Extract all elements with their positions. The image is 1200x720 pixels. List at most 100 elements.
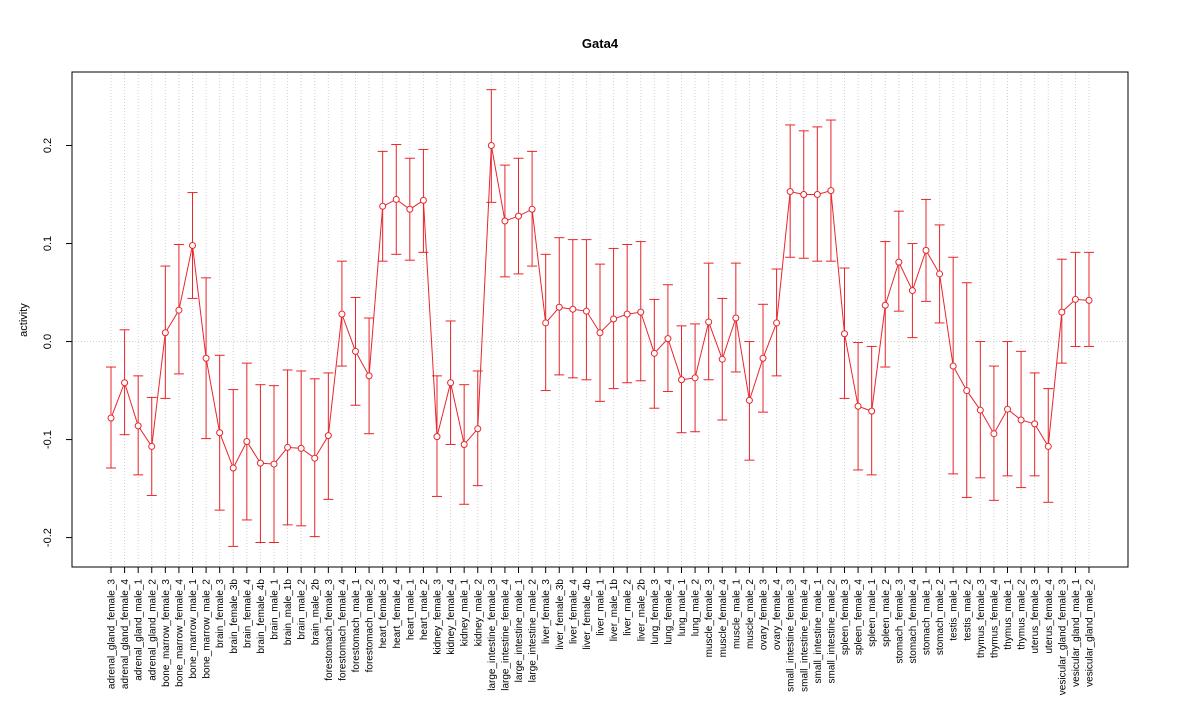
x-tick-label: ovary_female_3 (759, 579, 770, 651)
x-tick-label: muscle_female_3 (704, 579, 715, 658)
data-point (895, 258, 903, 266)
x-tick-label: forestomach_male_2 (365, 579, 376, 673)
x-tick-label: spleen_male_1 (867, 579, 878, 647)
data-point (678, 376, 685, 384)
data-point (161, 329, 169, 337)
x-tick-label: adrenal_gland_male_2 (147, 579, 158, 681)
x-tick-label: brain_female_3b (229, 579, 240, 654)
x-tick-label: uterus_female_4 (1044, 579, 1055, 654)
x-tick-label: large_intestine_male_1 (514, 579, 525, 683)
data-point (1071, 295, 1079, 303)
x-tick-label: spleen_female_4 (854, 579, 865, 656)
data-point (773, 319, 781, 327)
x-tick-label: thymus_female_3 (976, 579, 987, 658)
x-tick-label: vesicular_gland_male_1 (1071, 579, 1082, 687)
data-point (610, 315, 618, 323)
data-point (433, 433, 441, 441)
data-point (1058, 308, 1066, 316)
x-tick-label: spleen_male_2 (881, 579, 892, 647)
data-point (175, 306, 183, 314)
data-point (569, 305, 577, 313)
data-point (881, 301, 889, 309)
x-tick-label: vesicular_gland_female_3 (1057, 579, 1068, 696)
x-tick-label: heart_male_1 (405, 579, 416, 641)
data-point (623, 310, 631, 318)
data-point (107, 414, 115, 422)
x-tick-label: lung_male_1 (677, 579, 688, 637)
y-tick-label: 0.0 (42, 334, 54, 349)
x-tick-label: lung_female_4 (663, 579, 674, 645)
x-tick-label: stomach_female_3 (894, 579, 905, 664)
x-tick-label: spleen_female_3 (840, 579, 851, 656)
data-point (650, 349, 658, 357)
x-tick-label: muscle_male_1 (731, 579, 742, 649)
data-point (515, 212, 522, 220)
x-tick-label: heart_male_2 (419, 579, 430, 641)
x-tick-label: large_intestine_female_4 (500, 579, 511, 691)
data-point (392, 195, 400, 203)
x-axis: adrenal_gland_female_3 adrenal_gland_fema… (107, 567, 1096, 695)
x-tick-label: small_intestine_male_1 (813, 579, 824, 684)
y-tick-label: -0.2 (42, 528, 54, 547)
data-point (854, 402, 862, 410)
data-point (365, 372, 373, 380)
x-tick-label: kidney_male_1 (460, 579, 471, 647)
data-point (460, 440, 468, 448)
x-tick-label: bone_marrow_male_1 (188, 579, 199, 679)
data-point (229, 464, 237, 472)
x-tick-label: kidney_female_3 (433, 579, 444, 655)
x-tick-label: liver_female_3 (541, 579, 552, 644)
x-tick-label: liver_male_2 (623, 579, 634, 636)
x-tick-label: forestomach_female_4 (337, 579, 348, 681)
data-point (148, 442, 156, 450)
data-point (868, 407, 876, 415)
x-tick-label: muscle_female_4 (718, 579, 729, 658)
data-point (297, 444, 305, 452)
data-point (691, 374, 699, 382)
data-point (474, 425, 482, 433)
x-tick-label: brain_male_1 (270, 579, 281, 640)
data-point (759, 354, 767, 362)
y-tick-label: 0.1 (42, 236, 54, 251)
data-point (311, 454, 319, 462)
data-point (189, 241, 196, 249)
data-point (1017, 416, 1025, 424)
data-point (270, 460, 278, 468)
x-tick-label: liver_male_1 (596, 579, 607, 636)
data-point (1085, 296, 1093, 304)
data-point (582, 307, 590, 315)
data-point (990, 430, 998, 438)
x-tick-label: small_intestine_male_2 (826, 579, 837, 684)
x-tick-label: bone_marrow_female_4 (174, 579, 185, 687)
x-tick-label: heart_female_4 (392, 579, 403, 649)
x-tick-label: brain_female_3 (215, 579, 226, 648)
x-tick-label: brain_male_2b (310, 579, 321, 646)
data-point (841, 330, 848, 338)
x-tick-label: large_intestine_female_3 (487, 579, 498, 691)
y-axis: -0.2 -0.1 0.0 0.1 0.2 (42, 138, 72, 547)
x-tick-label: liver_male_1b (609, 579, 620, 642)
x-tick-label: adrenal_gland_male_1 (134, 579, 145, 681)
data-point (718, 355, 726, 363)
x-tick-label: lung_male_2 (691, 579, 702, 637)
data-point (936, 270, 944, 278)
data-series (106, 89, 1094, 547)
data-point (1004, 405, 1011, 413)
data-point (745, 396, 753, 404)
x-tick-label: stomach_female_4 (908, 579, 919, 664)
data-point (256, 459, 264, 467)
x-tick-label: adrenal_gland_female_3 (107, 579, 118, 690)
x-tick-label: bone_marrow_male_2 (202, 579, 213, 679)
x-tick-label: brain_female_4 (242, 579, 253, 648)
x-tick-label: small_intestine_female_3 (786, 579, 797, 692)
x-tick-label: muscle_male_2 (745, 579, 756, 649)
y-tick-label: -0.1 (42, 430, 54, 449)
data-point (501, 217, 509, 225)
data-point (963, 387, 971, 395)
y-tick-label: 0.2 (42, 138, 54, 153)
data-point (216, 429, 224, 437)
x-tick-label: stomach_male_2 (935, 579, 946, 656)
data-point (1044, 442, 1052, 450)
